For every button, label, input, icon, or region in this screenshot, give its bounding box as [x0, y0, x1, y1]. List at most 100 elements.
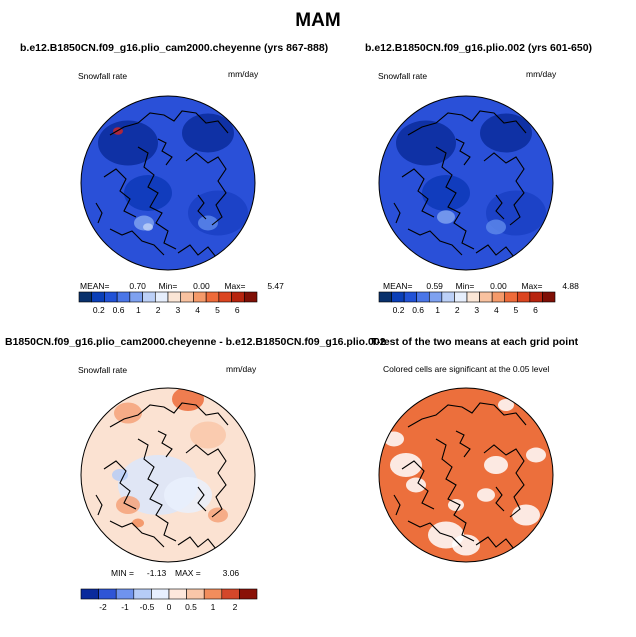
colorbar-2: 0.2 0.6 1 2 3 4 5 6	[378, 291, 556, 315]
map-panel-1	[80, 95, 256, 271]
colorbar-swatch	[193, 291, 207, 303]
coastline	[157, 138, 173, 166]
colorbar-swatch	[115, 588, 135, 600]
coastline	[157, 430, 173, 458]
coastline	[185, 444, 227, 518]
panel-1-title: b.e12.B1850CN.f09_g16.plio_cam2000.cheye…	[20, 42, 329, 54]
colorbar-tick-label: 1	[435, 305, 440, 315]
colorbar-swatch	[129, 291, 143, 303]
colorbar-tick-label: -2	[99, 602, 107, 612]
colorbar-swatch	[491, 291, 506, 303]
colorbar-swatch	[542, 291, 556, 303]
coastline	[401, 460, 435, 510]
colorbar-tick-label: 0	[167, 602, 172, 612]
coastline	[475, 536, 515, 550]
colorbar-swatch	[441, 291, 455, 303]
map-panel-3	[80, 387, 256, 563]
coastline	[109, 228, 165, 256]
field-cell	[484, 456, 508, 474]
panel-4-title: T-test of the two means at each grid poi…	[371, 336, 579, 348]
mean-value: 0.59	[426, 281, 443, 291]
coastline	[407, 110, 527, 136]
field-cell	[124, 175, 172, 211]
coastline	[455, 430, 471, 458]
colorbar-swatch	[428, 291, 443, 303]
field-cell	[406, 477, 426, 493]
max-value: 5.47	[267, 281, 284, 291]
panel-3-title: B1850CN.f09_g16.plio_cam2000.cheyenne - …	[5, 336, 386, 348]
colorbar-swatch	[180, 291, 194, 303]
field-cell	[390, 453, 422, 477]
max-value: 3.06	[222, 568, 240, 578]
coastline	[197, 194, 207, 220]
min-value: 0.00	[490, 281, 507, 291]
coastline	[185, 152, 227, 226]
colorbar-tick-label: 0.6	[412, 305, 424, 315]
field-cell	[198, 215, 218, 231]
coastlines	[95, 402, 229, 550]
panel-2-stats: MEAN= 0.59 Min= 0.00 Max= 4.88	[383, 281, 579, 291]
coastline	[483, 152, 525, 226]
colorbar-swatch	[218, 291, 232, 303]
coastline	[109, 402, 229, 428]
panel-1-variable: Snowfall rate	[78, 71, 128, 81]
colorbar-swatch	[98, 588, 117, 600]
colorbar-tick-label: 3	[474, 305, 479, 315]
map-boundary	[378, 95, 554, 271]
mean-value: 0.70	[129, 281, 146, 291]
colorbar-swatch	[378, 291, 392, 303]
field-cell	[143, 223, 153, 231]
mean-label: MEAN=	[80, 281, 110, 291]
colorbar-swatch	[154, 291, 169, 303]
coastline	[177, 536, 217, 550]
field-cell	[132, 518, 144, 528]
coastlines	[393, 402, 527, 550]
colorbar-tick-label: 4	[494, 305, 499, 315]
colorbar-swatch	[167, 291, 182, 303]
map-field	[379, 96, 553, 270]
panel-3-stats: MIN = -1.13 MAX = 3.06	[111, 568, 239, 578]
colorbar-tick-label: 0.2	[393, 305, 405, 315]
field-cell	[208, 507, 228, 523]
field-cell	[98, 120, 158, 166]
coastline	[103, 168, 137, 218]
colorbar-swatch	[221, 588, 240, 600]
coastline	[435, 146, 475, 250]
map-panel-2	[378, 95, 554, 271]
colorbar-tick-label: 0.5	[185, 602, 197, 612]
map-boundary	[378, 387, 554, 563]
coastline	[407, 520, 463, 548]
colorbar-tick-label: 2	[455, 305, 460, 315]
min-value: -1.13	[146, 568, 167, 578]
min-value: 0.00	[193, 281, 210, 291]
coastline	[393, 202, 401, 224]
colorbar-tick-label: 1	[136, 305, 141, 315]
panel-4-note: Colored cells are significant at the 0.0…	[383, 364, 550, 374]
colorbar-swatch	[416, 291, 430, 303]
coastline	[393, 494, 401, 516]
colorbar-tick-label: -1	[121, 602, 129, 612]
field-cell	[512, 504, 540, 526]
field-cell	[190, 421, 226, 449]
coastlines	[393, 110, 527, 258]
min-label: Min=	[455, 281, 475, 291]
field-cell	[437, 210, 455, 224]
colorbar-swatch	[133, 588, 152, 600]
map-background	[379, 388, 553, 562]
map-boundary	[80, 95, 256, 271]
colorbar-1: 0.2 0.6 1 2 3 4 5 6	[78, 291, 258, 315]
colorbar-swatch	[454, 291, 468, 303]
field-cell	[486, 219, 506, 235]
coastline	[137, 146, 177, 250]
coastline	[197, 486, 207, 512]
colorbar-swatch	[529, 291, 543, 303]
colorbar-swatch	[239, 588, 258, 600]
field-cell	[498, 399, 514, 411]
colorbar-swatch	[466, 291, 480, 303]
colorbar-swatch	[186, 588, 205, 600]
colorbar-swatch	[168, 588, 187, 600]
coastline	[137, 438, 177, 542]
panel-2-variable: Snowfall rate	[378, 71, 428, 81]
field-cell	[188, 190, 248, 236]
